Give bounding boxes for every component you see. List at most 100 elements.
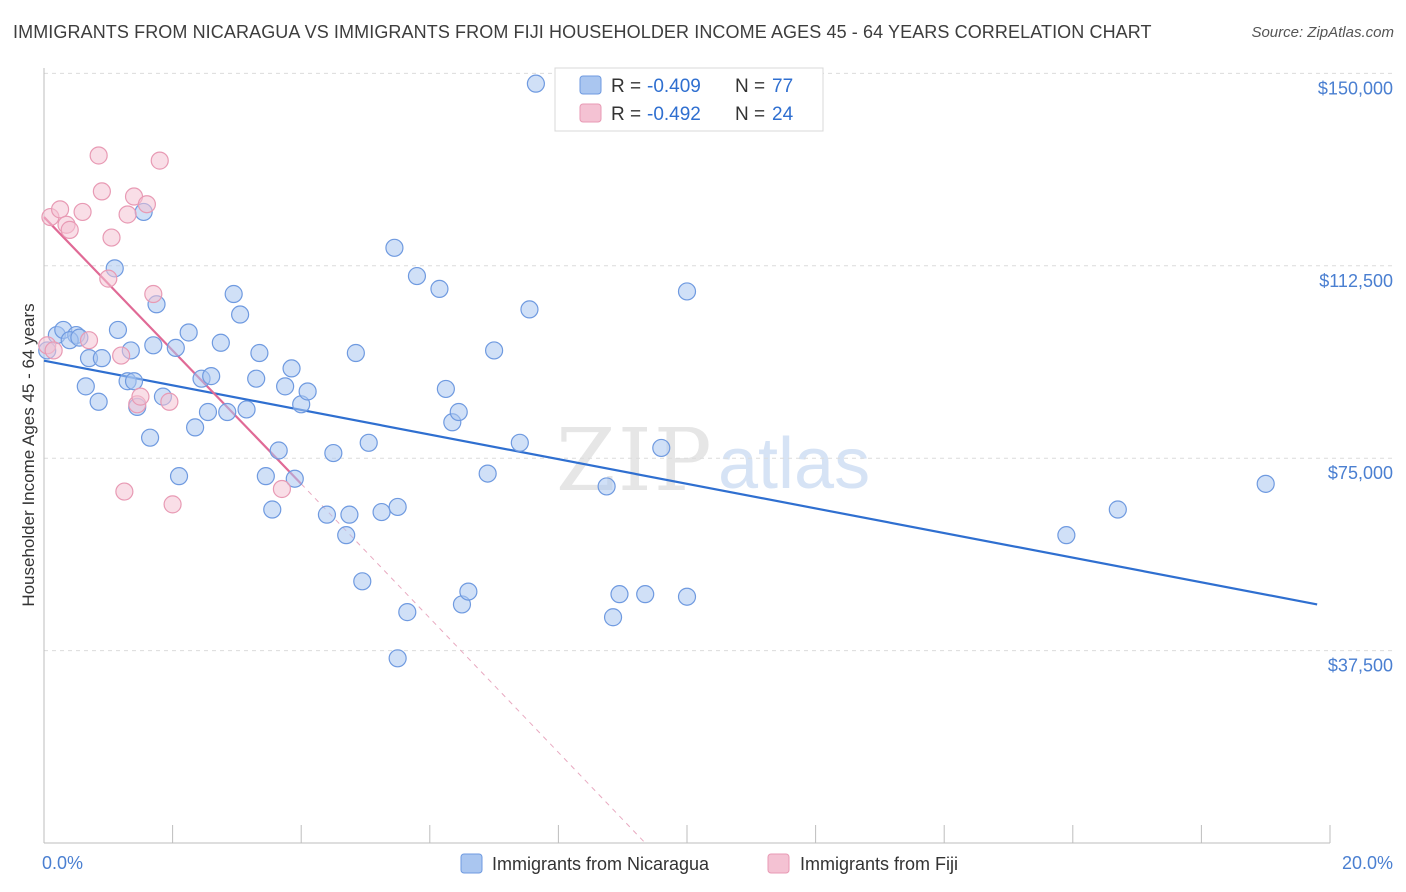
nicaragua-point — [124, 372, 144, 391]
fiji-trend-extension — [300, 483, 646, 844]
fiji-point — [73, 202, 92, 222]
nicaragua-point — [256, 467, 275, 486]
nicaragua-point — [317, 505, 337, 524]
source-label: Source: ZipAtlas.com — [1251, 24, 1394, 41]
y-tick-label: $112,500 — [1319, 271, 1393, 291]
y-axis-label: Householder Income Ages 45 - 64 years — [19, 303, 38, 606]
grid — [44, 72, 1395, 652]
fiji-point — [44, 341, 63, 360]
nicaragua-point — [298, 382, 317, 401]
nicaragua-point — [677, 282, 697, 301]
nicaragua-point — [520, 300, 539, 319]
nicaragua-point — [398, 603, 417, 622]
fiji-point — [112, 346, 131, 365]
nicaragua-point — [372, 502, 391, 522]
nicaragua-point — [76, 377, 95, 396]
series-legend-swatch-nicaragua — [460, 853, 483, 874]
fiji-point — [272, 479, 292, 499]
fiji-point — [144, 284, 163, 304]
legend-n-value-1: 77 — [772, 76, 793, 97]
nicaragua-point — [1108, 500, 1127, 519]
nicaragua-point — [449, 402, 468, 422]
fiji-point — [115, 482, 134, 501]
legend-n-label-1: N = — [735, 76, 765, 97]
legend-r-value-2: -0.492 — [647, 104, 701, 125]
nicaragua-point — [677, 587, 697, 606]
nicaragua-point — [353, 572, 372, 591]
nicaragua-point — [636, 585, 655, 604]
watermark-atlas: atlas — [718, 424, 870, 504]
nicaragua-point — [166, 338, 185, 357]
legend-swatch-nicaragua — [579, 75, 602, 95]
series-legend: Immigrants from Nicaragua Immigrants fro… — [460, 853, 958, 874]
nicaragua-point — [337, 526, 356, 545]
nicaragua-point — [324, 443, 343, 463]
nicaragua-point — [346, 343, 365, 363]
legend-r-label-1: R = — [611, 76, 641, 97]
fiji-point — [150, 151, 169, 170]
nicaragua-point — [526, 74, 545, 93]
series-legend-swatch-fiji — [767, 853, 790, 874]
series-legend-label-fiji: Immigrants from Fiji — [800, 854, 958, 874]
x-tick-label-max: 20.0% — [1342, 853, 1393, 873]
legend-swatch-fiji — [579, 103, 602, 123]
nicaragua-point — [179, 323, 198, 342]
nicaragua-point — [250, 343, 269, 363]
fiji-point — [137, 195, 156, 214]
nicaragua-point — [247, 369, 266, 388]
fiji-point — [79, 331, 99, 350]
watermark-zip: ZIP — [556, 411, 714, 511]
nicaragua-point — [202, 367, 221, 386]
nicaragua-point — [610, 585, 629, 604]
nicaragua-point — [276, 377, 295, 396]
nicaragua-point — [89, 392, 108, 411]
nicaragua-point — [144, 336, 163, 355]
nicaragua-point — [224, 284, 243, 304]
nicaragua-point — [211, 333, 230, 352]
fiji-point — [92, 182, 111, 201]
chart-title: IMMIGRANTS FROM NICARAGUA VS IMMIGRANTS … — [13, 22, 1152, 42]
nicaragua-point — [237, 400, 256, 419]
nicaragua-point — [407, 266, 427, 286]
fiji-point — [118, 205, 137, 224]
x-tick-label-min: 0.0% — [42, 853, 83, 873]
nicaragua-point — [359, 433, 378, 452]
nicaragua-point — [459, 582, 478, 601]
nicaragua-point — [510, 433, 529, 452]
fiji-point — [131, 387, 150, 406]
nicaragua-point — [92, 349, 111, 368]
nicaragua-point — [478, 464, 497, 483]
nicaragua-point — [198, 402, 218, 422]
nicaragua-point — [388, 497, 407, 517]
nicaragua-point — [603, 608, 623, 627]
nicaragua-point — [140, 428, 160, 447]
nicaragua-point — [340, 505, 359, 524]
y-tick-label: $37,500 — [1328, 656, 1393, 676]
scatter-points — [38, 74, 1275, 668]
nicaragua-point — [1256, 474, 1275, 493]
nicaragua-point — [385, 238, 404, 257]
nicaragua-point — [1057, 526, 1076, 545]
nicaragua-point — [186, 418, 205, 437]
nicaragua-point — [231, 305, 250, 324]
fiji-point — [99, 269, 118, 288]
nicaragua-point — [436, 379, 455, 399]
nicaragua-point — [597, 477, 616, 496]
axes — [43, 68, 1331, 844]
nicaragua-point — [388, 649, 407, 668]
legend-r-label-2: R = — [611, 104, 641, 125]
y-tick-label: $75,000 — [1328, 463, 1393, 483]
series-legend-label-nicaragua: Immigrants from Nicaragua — [492, 854, 710, 874]
legend-r-value-1: -0.409 — [647, 76, 701, 97]
y-tick-labels: $37,500 $75,000 $112,500 $150,000 — [1318, 78, 1393, 675]
legend-n-label-2: N = — [735, 104, 765, 125]
nicaragua-point — [169, 467, 189, 486]
nicaragua-point — [218, 402, 237, 422]
nicaragua-point — [285, 469, 304, 488]
fiji-point — [163, 495, 182, 514]
fiji-point — [60, 220, 79, 239]
nicaragua-point — [652, 438, 671, 458]
fiji-point — [50, 200, 70, 219]
nicaragua-point — [430, 279, 449, 298]
